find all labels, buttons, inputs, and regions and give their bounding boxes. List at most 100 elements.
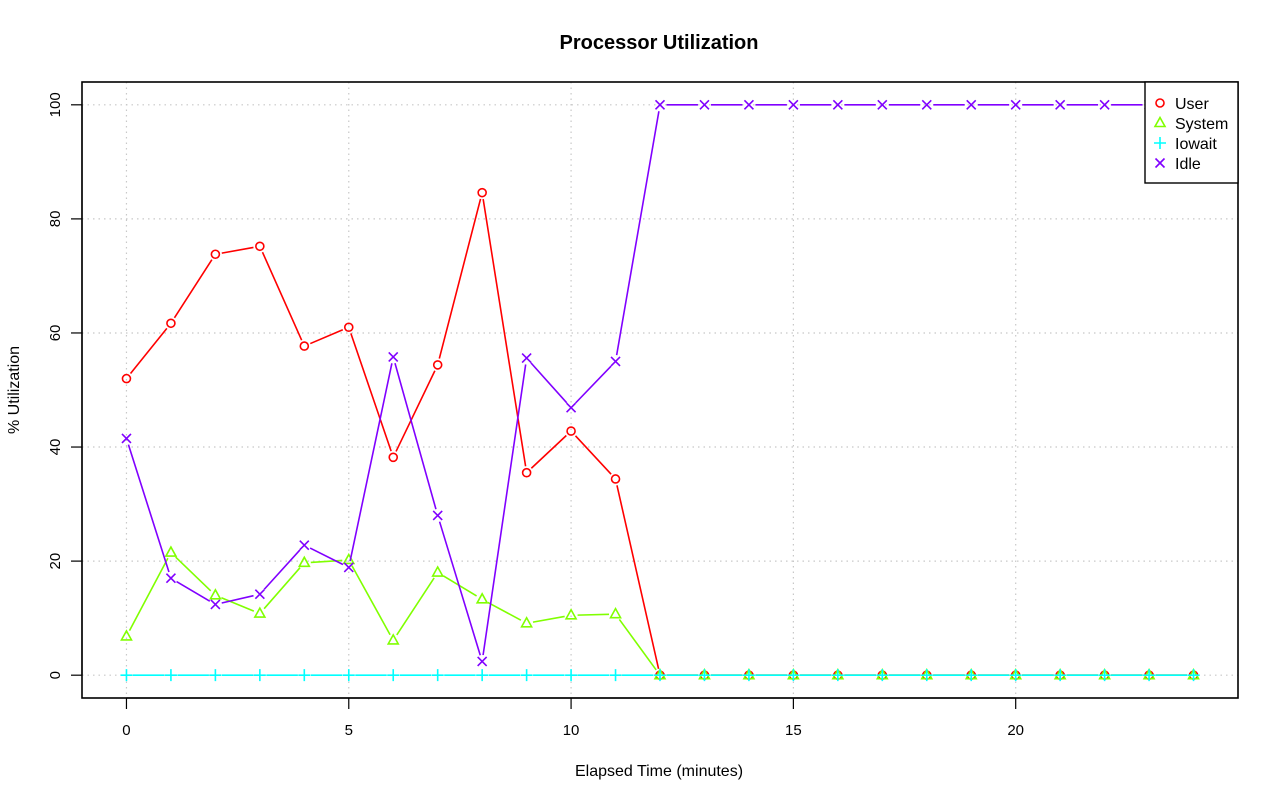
data-point-system bbox=[342, 552, 356, 565]
data-point-iowait bbox=[1187, 669, 1200, 682]
data-point-idle bbox=[832, 99, 843, 110]
data-point-user bbox=[566, 426, 576, 436]
legend-marker-user bbox=[1155, 98, 1165, 108]
legend-marker-iowait bbox=[1154, 137, 1166, 149]
data-point-iowait bbox=[1054, 669, 1067, 682]
legend-marker-system bbox=[1153, 115, 1167, 128]
data-point-iowait bbox=[565, 669, 578, 682]
data-point-system bbox=[475, 592, 489, 604]
data-point-iowait bbox=[1143, 669, 1156, 682]
data-point-idle bbox=[343, 562, 354, 573]
data-point-user bbox=[610, 474, 621, 484]
data-point-system bbox=[209, 588, 222, 600]
y-tick-label: 100 bbox=[47, 92, 64, 117]
x-tick-label: 20 bbox=[1007, 722, 1024, 739]
data-point-iowait bbox=[831, 669, 844, 682]
grid bbox=[82, 82, 1238, 698]
data-point-system bbox=[120, 629, 133, 641]
legend-label-iowait: Iowait bbox=[1175, 136, 1217, 153]
y-tick-label: 0 bbox=[47, 671, 64, 679]
data-point-user bbox=[255, 241, 265, 252]
data-point-idle bbox=[299, 540, 310, 551]
series-line-idle bbox=[127, 104, 1188, 656]
data-point-system bbox=[431, 565, 445, 577]
series-line-system bbox=[128, 556, 1188, 676]
data-point-iowait bbox=[787, 669, 800, 682]
data-point-system bbox=[609, 607, 622, 619]
data-point-iowait bbox=[342, 669, 355, 682]
legend-marker-idle bbox=[1154, 157, 1166, 169]
data-point-user bbox=[343, 322, 354, 333]
legend: User System Iowait Idle bbox=[1144, 81, 1239, 184]
data-point-iowait bbox=[609, 669, 622, 682]
x-axis-label: Elapsed Time (minutes) bbox=[575, 763, 743, 780]
data-point-idle bbox=[1099, 99, 1110, 110]
data-point-iowait bbox=[654, 669, 666, 682]
data-point-user bbox=[477, 187, 487, 198]
series-idle bbox=[121, 99, 1199, 667]
data-point-iowait bbox=[298, 669, 311, 682]
data-point-iowait bbox=[742, 669, 755, 682]
series-line-user bbox=[129, 198, 1188, 676]
data-point-iowait bbox=[520, 669, 533, 682]
data-point-idle bbox=[1055, 99, 1066, 110]
data-point-user bbox=[166, 318, 176, 329]
data-point-system bbox=[386, 633, 400, 645]
data-point-user bbox=[210, 249, 221, 260]
x-tick-label: 0 bbox=[122, 722, 130, 739]
series-user bbox=[121, 187, 1199, 680]
series-iowait bbox=[120, 669, 1200, 682]
data-point-system bbox=[253, 606, 267, 618]
data-point-iowait bbox=[253, 669, 266, 682]
data-point-idle bbox=[1010, 99, 1021, 110]
legend-label-idle: Idle bbox=[1175, 156, 1201, 173]
data-point-idle bbox=[699, 99, 710, 110]
data-point-idle bbox=[610, 356, 621, 367]
data-point-idle bbox=[521, 352, 532, 364]
data-point-iowait bbox=[876, 669, 889, 682]
data-point-iowait bbox=[164, 669, 177, 682]
data-point-idle bbox=[210, 599, 221, 610]
data-point-idle bbox=[743, 99, 754, 110]
data-point-iowait bbox=[431, 669, 444, 682]
legend-label-user: User bbox=[1175, 96, 1209, 113]
data-point-idle bbox=[966, 99, 977, 110]
data-point-iowait bbox=[387, 669, 400, 682]
data-point-system bbox=[164, 545, 178, 557]
axes: 0 5 10 15 20 0 20 40 60 80 100 bbox=[47, 92, 1024, 739]
data-point-idle bbox=[254, 589, 265, 600]
data-point-idle bbox=[566, 402, 577, 413]
legend-label-system: System bbox=[1175, 116, 1228, 133]
y-tick-label: 40 bbox=[47, 439, 64, 456]
data-point-iowait bbox=[209, 669, 222, 682]
data-point-system bbox=[564, 608, 578, 620]
data-point-iowait bbox=[1098, 669, 1111, 682]
plot-frame bbox=[81, 81, 1239, 699]
x-tick-label: 15 bbox=[785, 722, 802, 739]
data-point-idle bbox=[654, 99, 666, 110]
data-point-user bbox=[388, 452, 399, 463]
data-point-iowait bbox=[1009, 669, 1022, 682]
data-point-idle bbox=[877, 99, 888, 110]
y-tick-label: 80 bbox=[47, 211, 64, 228]
data-point-idle bbox=[788, 99, 799, 110]
series-layer bbox=[120, 99, 1200, 682]
data-point-iowait bbox=[476, 669, 489, 682]
x-tick-label: 10 bbox=[563, 722, 580, 739]
data-point-idle bbox=[477, 656, 488, 667]
data-point-iowait bbox=[965, 669, 978, 682]
data-point-iowait bbox=[698, 669, 711, 682]
data-point-system bbox=[520, 616, 533, 628]
data-point-idle bbox=[165, 573, 176, 584]
data-point-iowait bbox=[920, 669, 933, 682]
data-point-idle bbox=[388, 351, 399, 362]
data-point-idle bbox=[121, 433, 132, 444]
series-system bbox=[120, 545, 1200, 680]
data-point-iowait bbox=[120, 669, 133, 682]
data-point-user bbox=[299, 341, 310, 351]
chart-title: Processor Utilization bbox=[560, 32, 759, 54]
x-tick-label: 5 bbox=[345, 722, 353, 739]
data-point-user bbox=[432, 360, 443, 370]
y-tick-label: 20 bbox=[47, 553, 64, 570]
